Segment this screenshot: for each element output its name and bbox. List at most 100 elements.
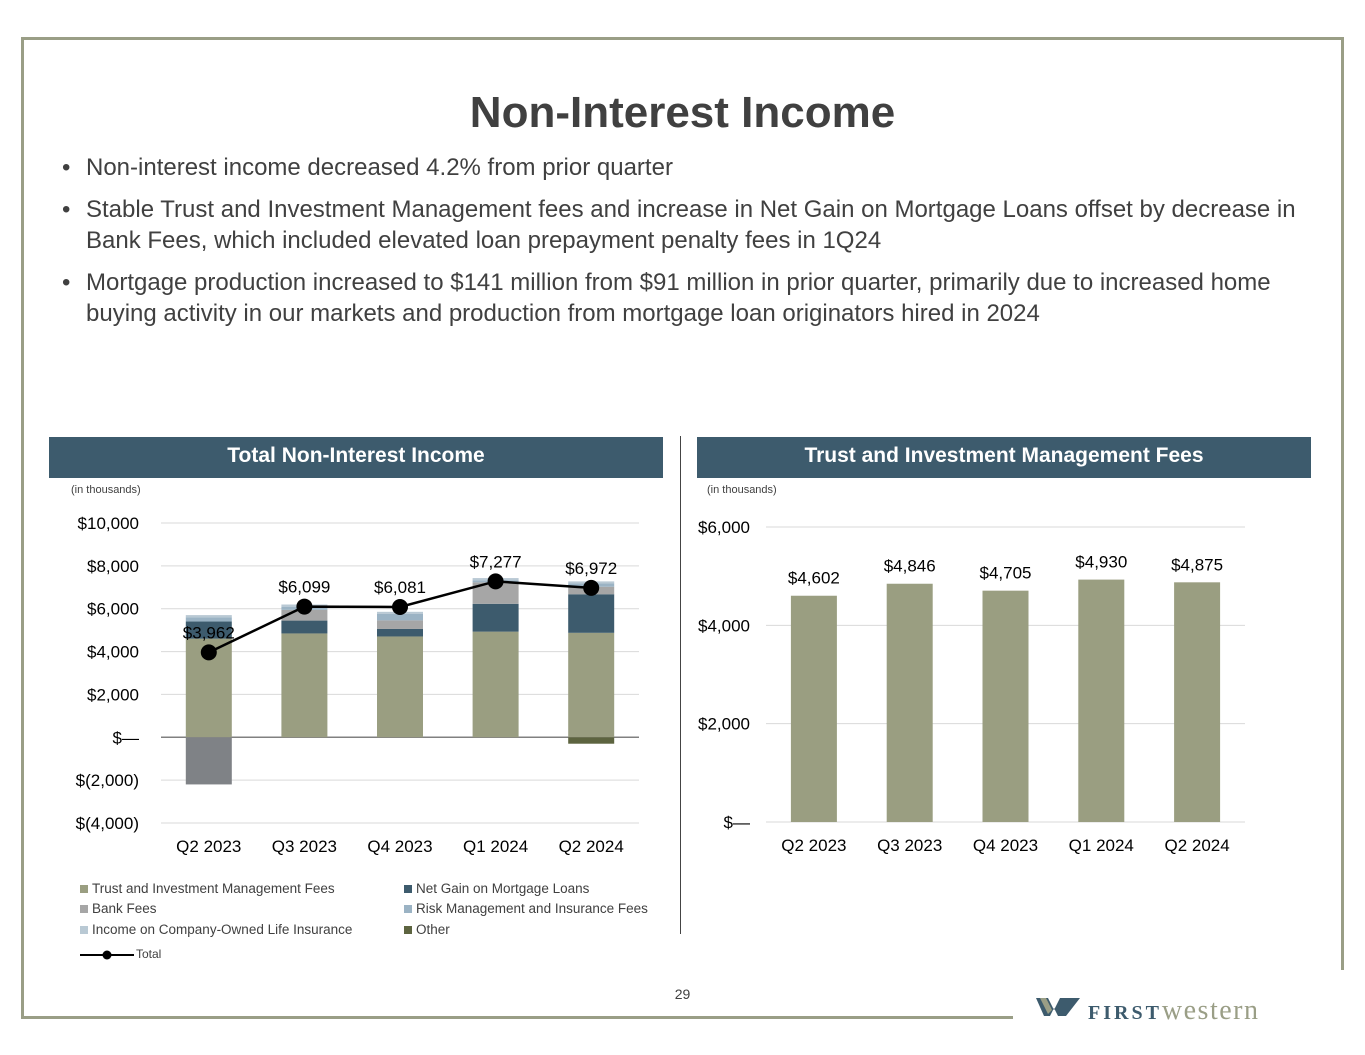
left-unit-note: (in thousands) (71, 484, 141, 496)
right-unit-note: (in thousands) (707, 484, 777, 496)
total-point (296, 598, 313, 615)
x-tick-label: Q1 2024 (463, 837, 528, 856)
legend-item-trust: Trust and Investment Management Fees (80, 881, 335, 896)
bar-segment-bank (281, 609, 328, 621)
trust-fees-chart: $6,000 $4,000 $2,000 $— $4,602 Q2 2023 $4,846 Q… (698, 518, 1245, 855)
bar (1078, 579, 1125, 822)
panel-divider (680, 436, 681, 934)
legend-label: Income on Company-Owned Life Insurance (92, 922, 353, 937)
bar-segment-trust (568, 632, 615, 738)
legend-item-total: Total (80, 947, 161, 961)
frame-right-border (1341, 37, 1344, 970)
total-data-label: $6,099 (278, 578, 330, 597)
bar (982, 590, 1029, 822)
legend-label: Risk Management and Insurance Fees (416, 901, 648, 916)
legend-swatch (80, 926, 88, 935)
right-panel-header: Trust and Investment Management Fees (697, 437, 1311, 478)
total-data-label: $3,962 (183, 623, 235, 642)
y-tick-label: $8,000 (87, 557, 139, 576)
frame-left-border (21, 37, 24, 1019)
y-tick-label: $4,000 (87, 643, 139, 662)
frame-bottom-border (21, 1016, 1013, 1019)
legend-swatch (404, 905, 412, 914)
legend-item-bank: Bank Fees (80, 901, 157, 916)
bar (886, 583, 933, 822)
logo-word-first: FIRST (1088, 1002, 1162, 1024)
bar (1174, 582, 1221, 822)
legend-item-other: Other (404, 922, 450, 937)
x-tick-label: Q1 2024 (1069, 836, 1134, 855)
total-data-label: $6,972 (565, 559, 617, 578)
x-tick-label: Q2 2023 (176, 837, 241, 856)
legend-item-mortgage: Net Gain on Mortgage Loans (404, 881, 589, 896)
bullet-text: Non-interest income decreased 4.2% from … (86, 154, 673, 181)
x-tick-label: Q4 2023 (367, 837, 432, 856)
bullet-text: Mortgage production increased to $141 mi… (86, 269, 1271, 327)
legend-label: Total (136, 947, 162, 961)
y-tick-label: $4,000 (698, 616, 750, 635)
legend-item-coli: Income on Company-Owned Life Insurance (80, 922, 352, 937)
bullet-item: • Non-interest income decreased 4.2% from… (60, 152, 1300, 183)
left-panel-header: Total Non-Interest Income (49, 437, 663, 478)
bar-segment-trust (281, 633, 328, 738)
y-tick-label: $6,000 (698, 518, 750, 537)
legend-total-line-icon (80, 950, 134, 960)
bar-segment-trust (377, 636, 423, 738)
bullet-list: • Non-interest income decreased 4.2% from… (60, 152, 1300, 340)
logo-mark-icon (1036, 998, 1080, 1016)
x-tick-label: Q2 2023 (781, 836, 846, 855)
total-data-label: $6,081 (374, 578, 426, 597)
bar-segment-trust (472, 631, 519, 738)
bar (790, 595, 837, 822)
total-data-label: $7,277 (470, 552, 522, 571)
legend-swatch (80, 885, 88, 894)
frame-top-border (21, 37, 1344, 40)
bullet-item: • Stable Trust and Investment Management … (60, 194, 1300, 256)
total-non-interest-income-chart: $10,000 $8,000 $6,000 $4,000 $2,000 $— $(2,000… (76, 514, 639, 856)
bar-segment-mortgage (568, 594, 615, 633)
bar-segment-bank (472, 582, 519, 604)
bar-data-label: $4,705 (980, 564, 1032, 583)
bar-data-label: $4,875 (1171, 555, 1223, 574)
y-tick-label: $6,000 (87, 600, 139, 619)
bar-data-label: $4,602 (788, 569, 840, 588)
legend-label: Bank Fees (92, 901, 157, 916)
bullet-marker: • (62, 154, 71, 181)
x-tick-label: Q3 2023 (272, 837, 337, 856)
total-point (392, 598, 408, 615)
x-tick-label: Q2 2024 (559, 837, 624, 856)
legend-item-risk: Risk Management and Insurance Fees (404, 901, 648, 916)
page-number: 29 (674, 986, 691, 1002)
total-point (200, 644, 217, 661)
bar-segment-mortgage (472, 603, 519, 632)
x-tick-label: Q3 2023 (877, 836, 942, 855)
x-tick-label: Q4 2023 (973, 836, 1038, 855)
bar-segment-risk (185, 617, 232, 622)
legend-label: Net Gain on Mortgage Loans (416, 881, 590, 896)
x-tick-label: Q2 2024 (1164, 836, 1229, 855)
company-logo: FIRSTwestern (1036, 992, 1346, 1026)
y-tick-label: $(4,000) (76, 814, 139, 833)
legend-swatch (80, 905, 88, 914)
bullet-text: Stable Trust and Investment Management f… (86, 196, 1296, 254)
y-tick-label: $10,000 (78, 514, 139, 533)
legend-swatch (404, 926, 412, 935)
bar-segment-bank (377, 620, 423, 629)
y-tick-label: $— (113, 728, 139, 747)
bar-segment-coli (185, 615, 232, 618)
bullet-marker: • (62, 196, 71, 223)
bar-segment-mortgage (185, 621, 232, 639)
bar-segment-mortgage (281, 620, 328, 634)
bullet-marker: • (62, 269, 71, 296)
bar-data-label: $4,846 (884, 557, 936, 576)
bar-segment-other (568, 737, 615, 744)
bar-data-label: $4,930 (1075, 553, 1127, 572)
bar-segment-mortgage (377, 628, 423, 637)
total-point (583, 579, 600, 596)
legend-label: Trust and Investment Management Fees (92, 881, 335, 896)
legend-label: Other (416, 922, 450, 937)
y-tick-label: $— (724, 813, 750, 832)
y-tick-label: $2,000 (698, 715, 750, 734)
y-tick-label: $2,000 (87, 685, 139, 704)
y-tick-label: $(2,000) (76, 771, 139, 790)
